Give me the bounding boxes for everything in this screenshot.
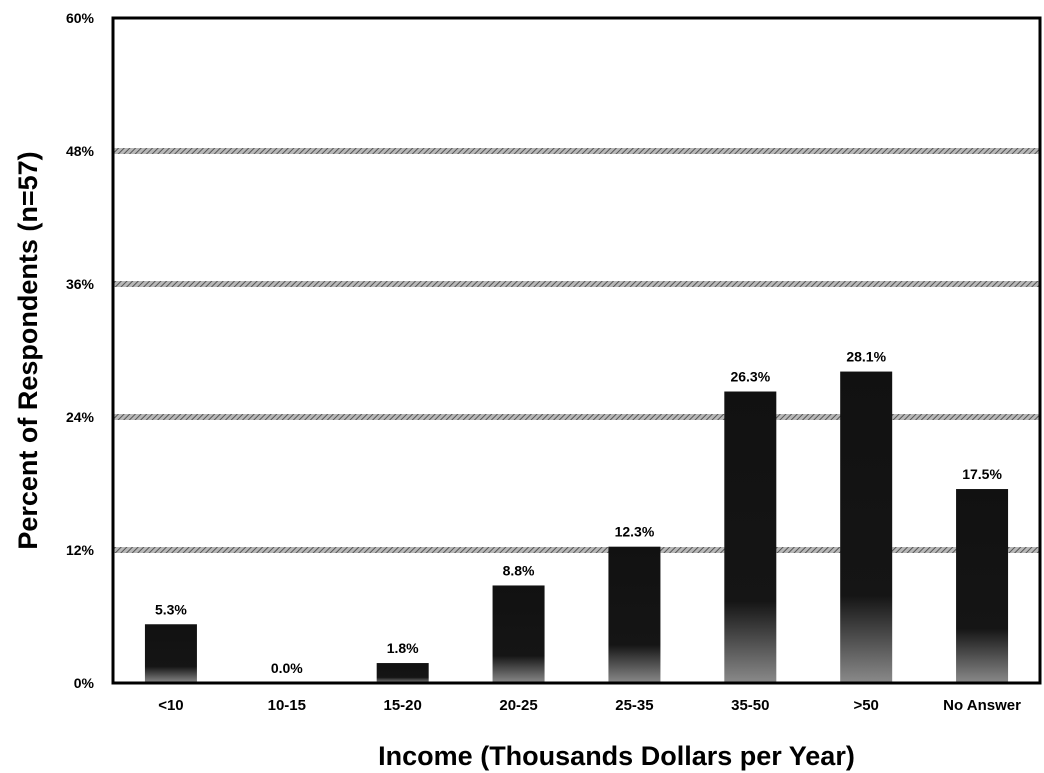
gridline <box>113 547 1040 553</box>
x-category-label: No Answer <box>943 697 1021 714</box>
y-tick-label: 48% <box>66 143 95 159</box>
y-tick-label: 36% <box>66 276 95 292</box>
x-category-label: 25-35 <box>615 697 653 714</box>
x-category-label: 10-15 <box>268 697 306 714</box>
bar <box>956 489 1009 683</box>
y-axis-ticks: 0% 12% 24% 36% 48% 60% <box>66 10 95 691</box>
x-category-label: 15-20 <box>384 697 422 714</box>
data-label: 5.3% <box>155 601 187 617</box>
gridlines <box>113 148 1040 553</box>
data-label: 8.8% <box>503 562 535 578</box>
y-tick-label: 60% <box>66 10 95 26</box>
bar <box>492 585 545 683</box>
data-label: 1.8% <box>387 640 419 656</box>
x-axis-categories: <10 10-15 15-20 20-25 25-35 35-50 >50 No Answer <box>158 697 1021 714</box>
x-category-label: 35-50 <box>731 697 769 714</box>
bar <box>608 546 661 683</box>
bars <box>144 371 1009 683</box>
bar <box>376 663 429 683</box>
data-label: 28.1% <box>846 349 886 365</box>
y-axis-title: Percent of Respondents (n=57) <box>13 151 43 549</box>
y-tick-label: 12% <box>66 542 95 558</box>
plot-frame <box>111 16 1042 685</box>
gridline <box>113 148 1040 154</box>
data-labels: 5.3% 0.0% 1.8% 8.8% 12.3% 26.3% 28.1% 17.5% <box>155 349 1002 676</box>
x-category-label: >50 <box>853 697 878 714</box>
x-axis-title: Income (Thousands Dollars per Year) <box>378 741 855 771</box>
data-label: 26.3% <box>730 369 770 385</box>
x-category-label: <10 <box>158 697 183 714</box>
bar <box>144 624 197 683</box>
y-tick-label: 0% <box>74 675 95 691</box>
data-label: 0.0% <box>271 660 303 676</box>
bar <box>724 391 777 683</box>
gridline <box>113 414 1040 420</box>
y-tick-label: 24% <box>66 409 95 425</box>
x-category-label: 20-25 <box>499 697 537 714</box>
data-label: 17.5% <box>962 466 1002 482</box>
data-label: 12.3% <box>615 524 655 540</box>
gridline <box>113 281 1040 287</box>
bar <box>840 371 893 683</box>
